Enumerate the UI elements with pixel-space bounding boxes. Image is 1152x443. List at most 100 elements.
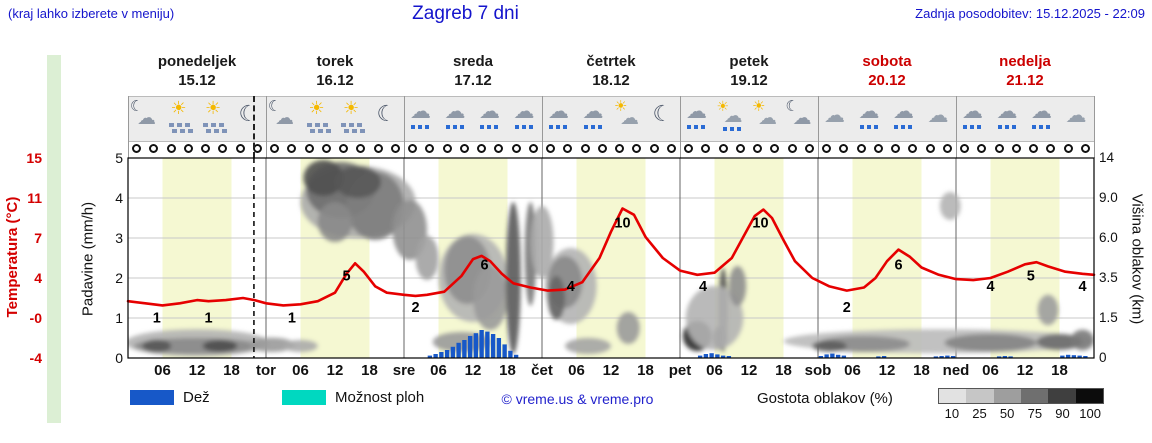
calm-wind-symbol (615, 144, 625, 153)
rain-legend-label: Dež (183, 389, 210, 406)
rain-cloud-icon: ☁ (991, 97, 1025, 140)
scale-number: 75 (1027, 406, 1043, 421)
day-header-sreda: sreda 17.12 (404, 52, 542, 90)
scale-segment (1048, 389, 1076, 403)
calm-wind-symbol (684, 144, 694, 153)
rain-marks (514, 125, 536, 129)
rain-marks (722, 127, 744, 131)
day-date: 17.12 (454, 72, 492, 89)
glyph: ☁ (893, 100, 914, 123)
calm-wind-symbol (546, 144, 556, 153)
fog-marks (309, 129, 331, 133)
cloud-height-tick: 3.5 (1099, 270, 1118, 285)
sun-fog-icon: ☀ (335, 97, 369, 140)
weather-icon-strip: ☾ ☁ ☀ ☀ ☾ ☾ ☁ ☀ ☀ ☾ ☁ ☁ ☁ ☁ ☁ ☁ ☀ ☁ ☾ ☁ ☀ ☁ ☀ ☁ ☾ ☁ ☁ ☁ ☁ ☁ ☁ ☁ ☁ ☁ (128, 96, 1094, 142)
day-separator (128, 96, 129, 158)
hour-label: 18 (1051, 362, 1068, 379)
calm-wind-symbol (287, 144, 297, 153)
moon-cloud-icon: ☾ ☁ (128, 97, 162, 140)
rain-marks (997, 125, 1019, 129)
cloud-density-scale-bar (938, 388, 1104, 404)
calm-wind-symbol (873, 144, 883, 153)
calm-wind-symbol (235, 144, 245, 153)
left-accent-strip (47, 55, 61, 423)
calm-wind-symbol (373, 144, 383, 153)
cloud-height-tick: 1.5 (1099, 310, 1118, 325)
day-date: 18.12 (592, 72, 630, 89)
calm-wind-symbol (977, 144, 987, 153)
calm-wind-symbol (390, 144, 400, 153)
calm-wind-symbol (994, 144, 1004, 153)
day-abbrev-label: tor (256, 362, 276, 379)
glyph: ☀ (752, 98, 766, 115)
calm-wind-symbol (666, 144, 676, 153)
rain-marks (411, 125, 432, 129)
day-date: 16.12 (316, 72, 354, 89)
calm-wind-symbol (218, 144, 228, 153)
moon-cloud-icon: ☾ ☁ (784, 97, 818, 140)
calm-wind-symbol (459, 144, 469, 153)
day-abbrev-label: sob (804, 362, 832, 379)
calm-wind-symbol (408, 144, 418, 153)
hour-label: 06 (292, 362, 309, 379)
glyph: ☀ (205, 98, 222, 118)
hour-label: 06 (706, 362, 723, 379)
hour-label: 06 (568, 362, 585, 379)
day-name: četrtek (586, 53, 636, 70)
fog-marks (306, 123, 328, 127)
calm-wind-symbol (166, 144, 176, 153)
showers-legend-label: Možnost ploh (335, 389, 425, 406)
glyph: ☁ (927, 104, 949, 127)
glyph: ☁ (1031, 100, 1052, 123)
glyph: ☾ (652, 101, 673, 126)
cloud-icon: ☁ (922, 97, 956, 140)
scale-number: 25 (972, 406, 987, 421)
calm-wind-symbol (356, 144, 366, 153)
calm-wind-symbol (804, 144, 814, 153)
hour-label: 12 (740, 362, 758, 379)
day-name: nedelja (999, 53, 1051, 70)
svg-text:4: 4 (699, 279, 707, 295)
calm-wind-symbol (822, 144, 832, 153)
day-separator (266, 96, 267, 158)
glyph: ☁ (479, 100, 500, 123)
hour-label: 12 (188, 362, 206, 379)
day-separator (818, 96, 819, 158)
scale-number: 50 (999, 406, 1015, 421)
calm-wind-symbol (597, 144, 607, 153)
rain-cloud-icon: ☁ (887, 97, 921, 140)
calm-wind-symbol (528, 144, 538, 153)
calm-wind-symbol (477, 144, 487, 153)
calm-wind-symbol (563, 144, 573, 153)
moon-icon: ☾ (646, 97, 680, 140)
glyph: ☁ (137, 108, 156, 129)
glyph: ☁ (513, 100, 535, 123)
temperature-tick: -4 (29, 350, 42, 366)
temperature-tick: 4 (34, 270, 42, 286)
day-name: torek (316, 53, 354, 70)
glyph: ☁ (996, 100, 1018, 123)
precip-tick: 3 (115, 230, 123, 246)
hour-label: 12 (602, 362, 620, 379)
calm-wind-symbol (425, 144, 435, 153)
glyph: ☀ (170, 98, 187, 118)
scale-segment (993, 389, 1021, 403)
rain-marks (687, 125, 708, 129)
calm-wind-symbol (149, 144, 159, 153)
showers-legend-swatch (282, 390, 326, 405)
calm-wind-symbol (632, 144, 642, 153)
calm-wind-symbol (787, 144, 797, 153)
copyright-link[interactable]: © vreme.us & vreme.pro (501, 391, 654, 407)
glyph: ☾ (130, 98, 144, 115)
hour-label: 06 (154, 362, 171, 379)
hour-label: 12 (464, 362, 482, 379)
calm-wind-symbol (856, 144, 866, 153)
day-abbrev-label: čet (531, 362, 553, 379)
hour-label: 12 (326, 362, 344, 379)
calm-wind-symbol (1046, 144, 1056, 153)
day-date: 21.12 (1006, 72, 1044, 89)
calm-wind-symbol (960, 144, 970, 153)
moon-icon: ☾ (370, 97, 404, 140)
calm-wind-symbol (701, 144, 711, 153)
